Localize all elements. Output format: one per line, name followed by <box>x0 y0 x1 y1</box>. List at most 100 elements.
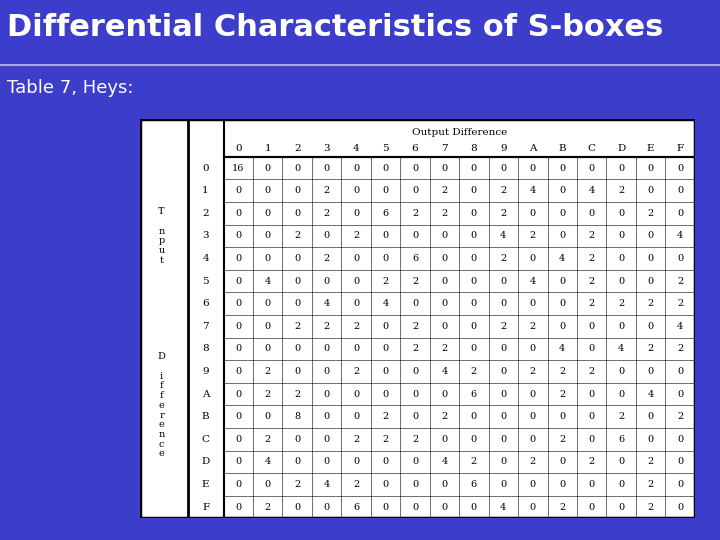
Text: 0: 0 <box>500 389 506 399</box>
Text: 0: 0 <box>530 299 536 308</box>
Text: 2: 2 <box>500 209 506 218</box>
Text: 0: 0 <box>618 254 624 263</box>
Text: 2: 2 <box>265 389 271 399</box>
Text: 0: 0 <box>265 345 271 353</box>
Text: 0: 0 <box>647 412 654 421</box>
Text: 0: 0 <box>647 164 654 173</box>
Text: 0: 0 <box>235 276 241 286</box>
Text: 0: 0 <box>471 435 477 444</box>
Text: 0: 0 <box>323 412 330 421</box>
Text: 0: 0 <box>294 457 300 467</box>
Text: 2: 2 <box>323 186 330 195</box>
Text: 2: 2 <box>265 435 271 444</box>
Text: Output Difference: Output Difference <box>412 127 507 137</box>
Text: 6: 6 <box>382 209 389 218</box>
Text: 4: 4 <box>441 367 448 376</box>
Text: 6: 6 <box>202 299 209 308</box>
Text: 2: 2 <box>294 144 300 153</box>
Text: 2: 2 <box>647 299 654 308</box>
Text: 0: 0 <box>382 254 389 263</box>
Text: 0: 0 <box>471 209 477 218</box>
Text: 2: 2 <box>441 186 448 195</box>
Text: 2: 2 <box>588 276 595 286</box>
Text: 0: 0 <box>618 457 624 467</box>
Text: 2: 2 <box>647 345 654 353</box>
Text: 0: 0 <box>353 389 359 399</box>
Text: 0: 0 <box>677 389 683 399</box>
Text: 4: 4 <box>647 389 654 399</box>
Text: 0: 0 <box>589 480 595 489</box>
Text: 0: 0 <box>589 389 595 399</box>
Text: 0: 0 <box>500 299 506 308</box>
Text: 0: 0 <box>412 389 418 399</box>
Text: 0: 0 <box>294 299 300 308</box>
Text: 0: 0 <box>589 345 595 353</box>
Text: 0: 0 <box>441 276 448 286</box>
Text: 0: 0 <box>441 299 448 308</box>
Text: 0: 0 <box>265 164 271 173</box>
Text: F: F <box>202 503 209 511</box>
Text: 2: 2 <box>500 322 506 331</box>
Text: 0: 0 <box>382 457 389 467</box>
Text: 0: 0 <box>235 186 241 195</box>
Text: 2: 2 <box>588 231 595 240</box>
Text: 0: 0 <box>294 186 300 195</box>
Text: 1: 1 <box>264 144 271 153</box>
Text: 0: 0 <box>412 231 418 240</box>
Text: 0: 0 <box>353 209 359 218</box>
Text: 0: 0 <box>412 299 418 308</box>
Text: 2: 2 <box>530 322 536 331</box>
Text: 0: 0 <box>235 480 241 489</box>
Text: 0: 0 <box>235 299 241 308</box>
Text: D: D <box>617 144 625 153</box>
Text: 3: 3 <box>202 231 209 240</box>
Text: 0: 0 <box>618 164 624 173</box>
Text: 0: 0 <box>382 322 389 331</box>
Text: 5: 5 <box>382 144 389 153</box>
Text: 2: 2 <box>677 412 683 421</box>
Text: 2: 2 <box>382 435 389 444</box>
Text: 0: 0 <box>530 209 536 218</box>
Text: 5: 5 <box>202 276 209 286</box>
Text: 2: 2 <box>530 367 536 376</box>
Text: 2: 2 <box>588 457 595 467</box>
Text: Differential Characteristics of S-boxes: Differential Characteristics of S-boxes <box>7 12 664 42</box>
Text: 0: 0 <box>265 186 271 195</box>
Text: 7: 7 <box>202 322 209 331</box>
Text: 6: 6 <box>353 503 359 511</box>
Text: 0: 0 <box>294 164 300 173</box>
Text: 6: 6 <box>412 254 418 263</box>
Text: 0: 0 <box>382 367 389 376</box>
Text: 0: 0 <box>530 480 536 489</box>
Text: 0: 0 <box>265 254 271 263</box>
Text: 0: 0 <box>353 457 359 467</box>
Text: 0: 0 <box>677 503 683 511</box>
Text: 2: 2 <box>559 435 565 444</box>
Text: 2: 2 <box>559 389 565 399</box>
Text: 0: 0 <box>235 412 241 421</box>
Text: A: A <box>202 389 210 399</box>
Text: 0: 0 <box>589 435 595 444</box>
Text: 0: 0 <box>471 276 477 286</box>
Text: 9: 9 <box>202 367 209 376</box>
Text: E: E <box>647 144 654 153</box>
Text: 4: 4 <box>588 186 595 195</box>
Text: 0: 0 <box>235 144 242 153</box>
Text: 0: 0 <box>235 209 241 218</box>
Text: 0: 0 <box>559 322 565 331</box>
Text: 2: 2 <box>618 412 624 421</box>
Text: 2: 2 <box>618 186 624 195</box>
Text: 0: 0 <box>353 254 359 263</box>
Text: 0: 0 <box>353 299 359 308</box>
Text: 0: 0 <box>618 209 624 218</box>
Text: 0: 0 <box>647 435 654 444</box>
Text: 2: 2 <box>530 457 536 467</box>
Text: 2: 2 <box>294 231 300 240</box>
Text: 0: 0 <box>235 231 241 240</box>
Text: 0: 0 <box>677 367 683 376</box>
Text: 0: 0 <box>471 299 477 308</box>
Text: 0: 0 <box>353 186 359 195</box>
Text: 0: 0 <box>323 503 330 511</box>
Text: 2: 2 <box>412 435 418 444</box>
Text: 4: 4 <box>677 231 683 240</box>
